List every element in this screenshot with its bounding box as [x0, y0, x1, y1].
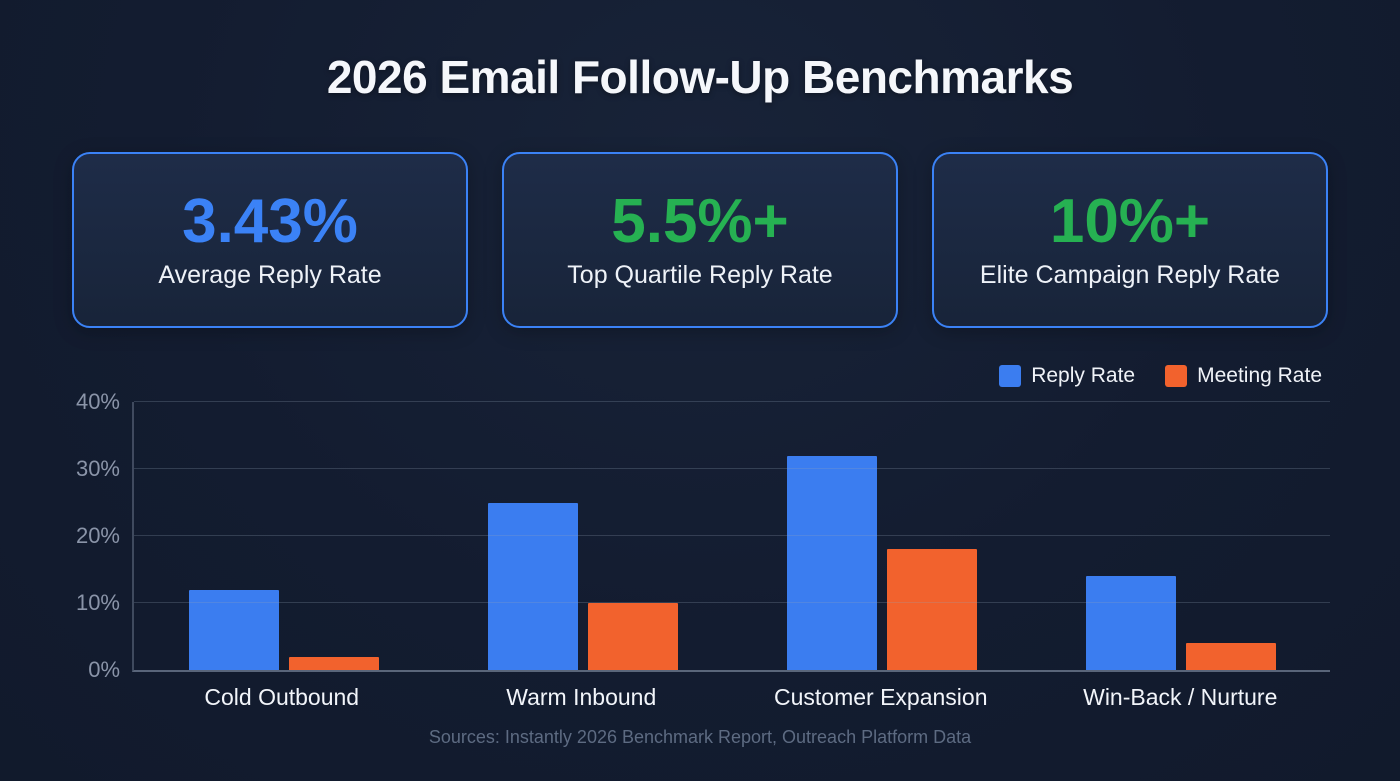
- stat-card-value: 10%+: [1049, 186, 1211, 256]
- gridline: [134, 401, 1330, 402]
- stat-card-label: Average Reply Rate: [158, 260, 382, 289]
- bar-reply-rate: [188, 589, 279, 670]
- stat-card-label: Elite Campaign Reply Rate: [979, 260, 1281, 289]
- bar-meeting-rate: [288, 656, 379, 670]
- y-tick-label: 40%: [75, 389, 120, 414]
- gridline: [134, 602, 1330, 603]
- legend-item: Reply Rate: [999, 364, 1135, 388]
- category-label: Cold Outbound: [204, 684, 360, 710]
- y-tick-label: 30%: [75, 456, 120, 481]
- legend-swatch: [1165, 365, 1188, 387]
- category-label: Win-Back / Nurture: [1083, 684, 1278, 710]
- page-title: 2026 Email Follow-Up Benchmarks: [326, 51, 1074, 103]
- category-label: Warm Inbound: [506, 684, 657, 710]
- legend-label: Reply Rate: [1031, 364, 1136, 387]
- bar-group: [1031, 402, 1330, 670]
- stat-card-top-quartile-reply-rate: 5.5%+ Top Quartile Reply Rate: [502, 152, 898, 328]
- bar-group: [134, 402, 433, 670]
- plot-area: 0% 10% 20% 30% 40%: [76, 389, 1330, 682]
- legend-label: Meeting Rate: [1197, 364, 1322, 387]
- stat-card-row: 3.43% Average Reply Rate 5.5%+ Top Quart…: [72, 152, 1328, 328]
- bar-meeting-rate: [886, 549, 977, 670]
- bar-meeting-rate: [587, 603, 678, 670]
- y-tick-label: 20%: [75, 523, 120, 548]
- y-tick-label: 0%: [88, 657, 120, 682]
- category-label: Customer Expansion: [774, 684, 988, 710]
- bar-reply-rate: [1085, 576, 1176, 670]
- sources-footer: Sources: Instantly 2026 Benchmark Report…: [428, 727, 972, 747]
- chart-legend: Reply Rate Meeting Rate: [0, 364, 1322, 388]
- gridline: [134, 535, 1330, 536]
- bar-chart: 0% 10% 20% 30% 40% Cold Outbound Warm Inbound…: [70, 389, 1330, 711]
- bar-group: [433, 402, 732, 670]
- stat-card-value: 5.5%+: [611, 186, 789, 256]
- bar-group: [732, 402, 1031, 670]
- bar-groups: [134, 402, 1330, 670]
- stat-card-elite-campaign-reply-rate: 10%+ Elite Campaign Reply Rate: [932, 152, 1328, 328]
- bar-reply-rate: [487, 502, 578, 670]
- y-tick-label: 10%: [75, 590, 120, 615]
- stat-card-average-reply-rate: 3.43% Average Reply Rate: [72, 152, 468, 328]
- bar-reply-rate: [786, 455, 877, 670]
- legend-swatch: [999, 365, 1022, 387]
- category-labels: Cold Outbound Warm Inbound Customer Expans…: [132, 684, 1330, 711]
- stat-card-label: Top Quartile Reply Rate: [567, 260, 833, 289]
- gridline: [134, 468, 1330, 469]
- bar-meeting-rate: [1185, 643, 1276, 670]
- stat-card-value: 3.43%: [182, 186, 358, 256]
- legend-item: Meeting Rate: [1165, 364, 1322, 388]
